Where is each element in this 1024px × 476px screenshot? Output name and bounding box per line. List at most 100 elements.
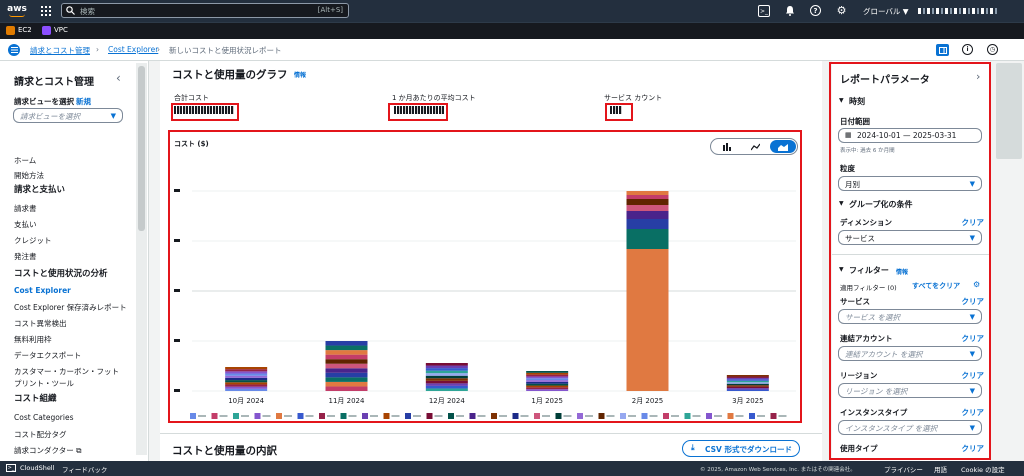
download-csv-button[interactable]: ⤓ CSV 形式でダウンロード	[682, 440, 800, 457]
bar-segment	[425, 373, 468, 376]
favorite-ec2[interactable]: EC2	[18, 26, 32, 34]
sidebar-item[interactable]: データエクスポート	[14, 351, 82, 360]
legend-swatch	[233, 413, 239, 419]
dimension-clear-link[interactable]: クリア	[961, 218, 985, 227]
filter-settings-icon[interactable]: ⚙	[973, 280, 981, 289]
panel-divider	[832, 254, 990, 255]
sidebar-item[interactable]: 無料利用枠	[14, 335, 52, 344]
granularity-select[interactable]: 月別 ▼	[838, 176, 982, 191]
bar-segment	[626, 205, 669, 211]
line-chart-icon[interactable]	[742, 141, 768, 152]
sidebar-item[interactable]: 発注書	[14, 252, 37, 261]
sidebar-item[interactable]: 請求コンダクター ⧉	[14, 446, 82, 455]
time-section-title[interactable]: 時刻	[849, 97, 865, 106]
sidebar-item[interactable]: 請求書	[14, 204, 37, 213]
sidebar-title: 請求とコスト管理	[14, 77, 94, 88]
panel-close-icon[interactable]: ›	[976, 70, 981, 83]
sidebar-item[interactable]: 支払い	[14, 220, 37, 229]
legend-label-redacted	[241, 415, 249, 417]
menu-toggle-icon[interactable]	[8, 44, 20, 56]
sidebar-scrollbar-thumb[interactable]	[138, 66, 145, 231]
bar-segment	[526, 371, 569, 373]
stacked-chart-icon[interactable]	[770, 140, 796, 153]
sidebar-item[interactable]: コストと使用状況の分析	[14, 269, 108, 279]
legend-swatch	[706, 413, 712, 419]
filter-clear-link[interactable]: クリア	[961, 408, 985, 417]
history-icon[interactable]: ◷	[987, 44, 998, 55]
caret-down-icon[interactable]: ▼	[839, 266, 844, 273]
group-section-title[interactable]: グループ化の条件	[849, 200, 913, 209]
breadcrumb-billing[interactable]: 請求とコスト管理	[30, 46, 90, 55]
billing-view-select[interactable]: 請求ビューを選択 ▼	[13, 108, 123, 123]
cloudshell-link[interactable]: CloudShell	[20, 464, 55, 472]
account-menu-redacted[interactable]	[918, 8, 998, 14]
filter-clear-link[interactable]: クリア	[961, 297, 985, 306]
privacy-link[interactable]: プライバシー	[884, 466, 923, 474]
graph-info-link[interactable]: 情報	[294, 72, 307, 79]
info-icon[interactable]: i	[962, 44, 973, 55]
sidebar-item[interactable]: Cost Explorer	[14, 286, 71, 295]
search-input[interactable]: 検索 [Alt+S]	[61, 3, 349, 18]
filter-label: インスタンスタイプ	[840, 408, 908, 417]
sidebar-item[interactable]: コスト異常検出	[14, 319, 67, 328]
collapse-sidebar-icon[interactable]: ‹	[116, 71, 121, 85]
bar-chart-icon[interactable]	[714, 141, 740, 152]
legend-label-redacted	[520, 415, 529, 417]
filter-info-link[interactable]: 情報	[896, 269, 909, 276]
filter-clear-link[interactable]: クリア	[961, 371, 985, 380]
y-tick-label-redacted	[174, 339, 180, 342]
bar-segment	[726, 376, 769, 378]
breadcrumb-cost-explorer[interactable]: Cost Explorer	[108, 45, 159, 54]
bar-segment	[626, 211, 669, 219]
caret-down-icon[interactable]: ▼	[839, 200, 844, 207]
filter-select[interactable]: 連結アカウント を選択 ▼	[838, 346, 982, 361]
legend-swatch	[211, 413, 218, 419]
sidebar-item[interactable]: コスト組織	[14, 394, 57, 404]
sidebar-item[interactable]: 請求と支払い	[14, 185, 66, 195]
sidebar-item[interactable]: カスタマー・カーボン・フット	[14, 367, 119, 376]
bar-segment	[526, 374, 569, 377]
feedback-link[interactable]: フィードバック	[62, 466, 108, 474]
bar-segment	[526, 378, 569, 381]
sidebar-item[interactable]: コスト配分タグ	[14, 430, 67, 439]
sidebar-item[interactable]: ホーム	[14, 156, 37, 165]
vpc-icon	[42, 26, 51, 35]
filter-clear-link[interactable]: クリア	[961, 334, 985, 343]
sidebar-item[interactable]: 開始方法	[14, 171, 44, 180]
help-icon[interactable]: ?	[810, 5, 821, 16]
filter-select[interactable]: インスタンスタイプ を選択 ▼	[838, 420, 982, 435]
y-tick-label-redacted	[174, 389, 180, 392]
cookie-settings-link[interactable]: Cookie の設定	[961, 466, 1005, 474]
sidebar-item[interactable]: クレジット	[14, 236, 52, 245]
filter-label: サービス	[840, 297, 870, 306]
filter-placeholder: 連結アカウント を選択	[845, 350, 923, 359]
dimension-select[interactable]: サービス ▼	[838, 230, 982, 245]
split-panel-icon[interactable]	[936, 44, 949, 56]
filter-select[interactable]: サービス を選択 ▼	[838, 309, 982, 324]
legend-swatch	[469, 413, 476, 419]
clear-all-filters-link[interactable]: すべてをクリア	[912, 282, 961, 290]
cloudshell-icon[interactable]: >_	[758, 5, 770, 17]
aws-logo[interactable]: aws	[6, 3, 28, 19]
caret-down-icon[interactable]: ▼	[839, 97, 844, 104]
graph-title: コストと使用量のグラフ	[172, 69, 288, 81]
gear-icon[interactable]: ⚙	[836, 4, 847, 17]
sidebar-item[interactable]: Cost Explorer 保存済みレポート	[14, 303, 127, 312]
bell-icon[interactable]	[784, 4, 796, 17]
filter-clear-link[interactable]: クリア	[961, 444, 985, 453]
sidebar-scrollbar[interactable]	[136, 63, 147, 455]
favorite-vpc[interactable]: VPC	[54, 26, 68, 34]
sidebar-item[interactable]: Cost Categories	[14, 413, 74, 422]
bar-segment	[225, 373, 268, 376]
billing-view-new-link[interactable]: 新規	[76, 97, 91, 106]
bar-segment	[225, 382, 268, 385]
filter-section-title[interactable]: フィルター	[849, 266, 889, 275]
region-selector[interactable]: グローバル ▼	[863, 7, 909, 16]
filter-select[interactable]: リージョン を選択 ▼	[838, 383, 982, 398]
date-range-input[interactable]: ▦ 2024-10-01 — 2025-03-31	[838, 128, 982, 143]
terms-link[interactable]: 用語	[934, 466, 947, 474]
sidebar-item[interactable]: プリント・ツール	[14, 379, 74, 388]
right-scrollbar-thumb[interactable]	[996, 63, 1022, 159]
bar-segment	[225, 380, 268, 383]
services-menu-icon[interactable]	[40, 5, 52, 17]
